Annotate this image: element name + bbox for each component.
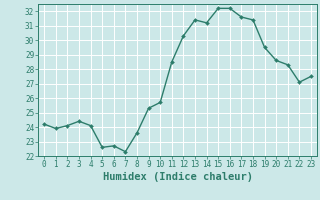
X-axis label: Humidex (Indice chaleur): Humidex (Indice chaleur) — [103, 172, 252, 182]
